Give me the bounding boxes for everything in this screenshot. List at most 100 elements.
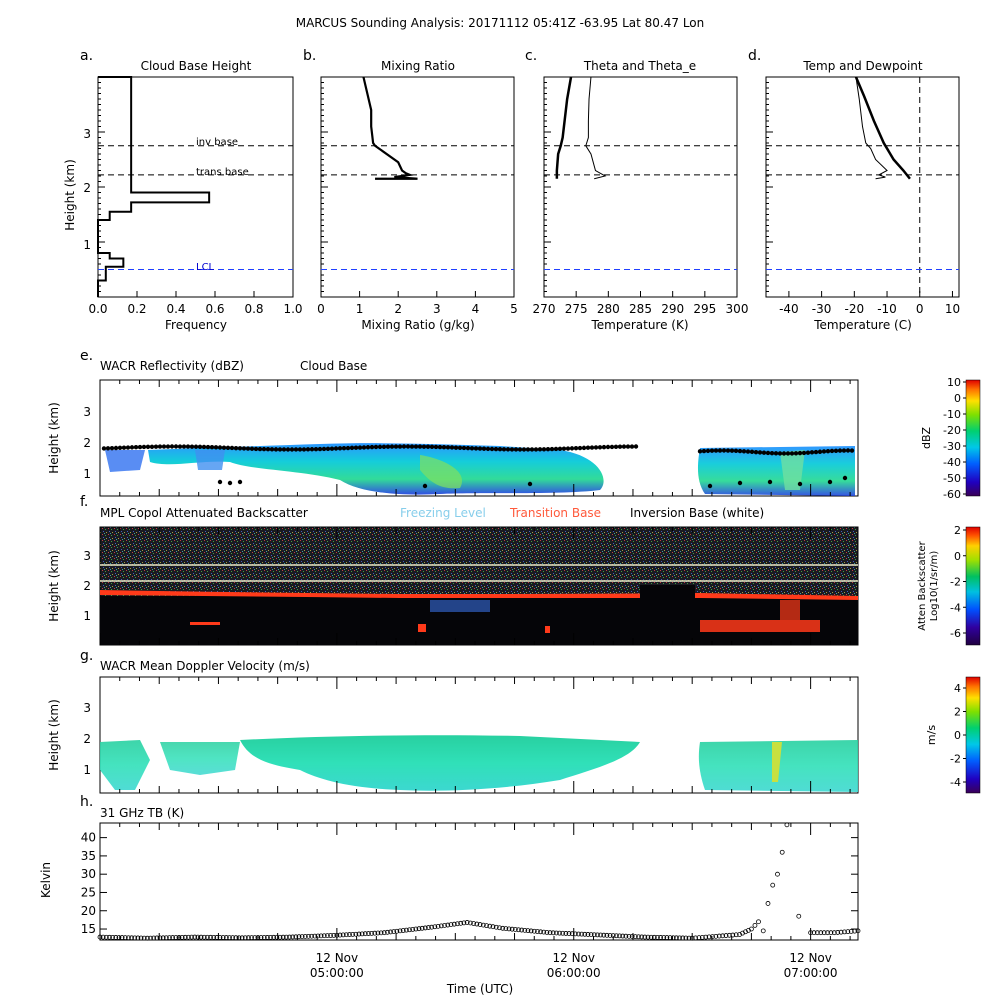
time-tick-date: 12 Nov [552,951,595,965]
panel-a-xticks: 0.0 0.2 0.4 0.6 0.8 1.0 [88,291,303,316]
panel-e-title: WACR Reflectivity (dBZ) [100,359,244,373]
cloud-base-dot [333,446,339,451]
cloud-base-dot [125,445,131,450]
cloud-base-dot [121,445,127,450]
colorbar-tick-label: 2 [954,524,961,537]
cloud-base-dot [729,448,735,453]
cloud-base-dot [517,447,523,452]
cloud-base-dot [389,444,395,449]
tb-point [208,934,213,940]
tb-point [699,934,705,940]
tb-point [796,913,802,919]
tb-point [442,923,447,928]
tb-point [560,930,566,936]
panel-c: c. Theta and Theta_e 270 275 280 285 290 295 3… [525,48,748,332]
tb-point [683,935,689,941]
x-tick-label: 5 [510,302,518,316]
tb-point [591,932,597,938]
tb-point [579,931,585,937]
cloud-base-dot [773,451,779,456]
cloud-base-dot [309,447,315,452]
theta-e-line [585,76,607,180]
cloud-base-dot [827,479,833,485]
tb-point [626,933,632,939]
cloud-base-dot [477,446,483,451]
tb-point [100,934,106,940]
x-tick-label: 3 [433,302,441,316]
cloud-base-dot [301,447,307,452]
tb-point [756,919,761,925]
tb-point [129,935,134,941]
tb-point [274,934,280,940]
cloud-base-dot [845,448,851,453]
cloud-base-dot [541,447,547,452]
cloud-base-dot [417,444,423,449]
tb-point [426,925,431,930]
tb-point [743,929,748,935]
tb-point [703,934,709,940]
top-ylabel: Height (km) [63,159,77,230]
panel-b-letter: b. [303,48,316,64]
cloud-base-dot [285,447,291,452]
tb-point [566,931,572,936]
tb-point [490,924,496,930]
panel-e-ytick-3: 3 [83,405,91,419]
tb-point [186,934,191,940]
cloud-base-dot [609,444,615,450]
panel-g-ylabel: Height (km) [47,699,61,770]
cloud-base-dot [145,444,151,450]
tb-point [838,929,844,935]
cloud-base-dot [297,447,303,452]
cloud-base-dot [581,445,587,451]
tb-point [706,934,712,940]
tb-point [157,935,163,941]
tb-point [855,928,861,934]
cloud-base-dot [465,445,471,451]
cloud-base-dot [289,447,295,452]
cloud-base-dot [797,481,803,487]
cloud-base-dot [149,444,155,449]
panel-g-ytick-3: 3 [83,701,91,715]
panel-d-series [854,76,911,180]
cloud-base-dot [393,444,399,449]
colorbar-tick-label: 4 [954,682,961,695]
cloud-base-dot [789,451,795,456]
tb-point [369,930,375,936]
panel-f-title: MPL Copol Attenuated Backscatter [100,506,308,520]
tb-point [192,934,198,940]
tb-point [132,935,138,941]
tb-point [306,933,311,939]
tb-point [283,934,289,940]
panel-f-ytick-2: 2 [83,579,91,593]
tb-point [170,935,176,940]
cloud-base-dot [545,446,551,452]
tb-point [544,929,550,935]
panel-f-letter: f. [80,494,88,510]
panel-d-title: Temp and Dewpoint [802,59,923,73]
tb-point [268,934,273,940]
colorbar-tick-label: 10 [947,376,961,389]
tb-point [422,925,428,931]
tb-point [290,934,296,940]
tb-point [604,932,610,938]
tb-point [811,930,817,936]
tb-point [271,934,277,940]
tb-point [696,935,702,941]
tb-point [582,931,588,937]
tb-point [318,933,324,939]
cloud-base-dot [161,444,167,449]
tb-point [252,935,258,941]
cloud-base-dot [189,444,195,449]
x-tick-label: 285 [629,302,652,316]
panel-e: e. WACR Reflectivity (dBZ) Cloud Base 1 … [47,348,981,501]
tb-point [607,933,613,938]
tb-point [680,935,686,941]
cloud-base-dot [757,450,763,455]
cloud-base-dot [173,444,179,449]
velocity-colorbar-label: m/s [925,725,938,745]
tb-point [519,927,525,933]
tb-point [553,930,559,936]
cloud-base-dot [577,445,583,451]
panel-d-xticks: -40 -30 -20 -10 0 10 [779,77,960,316]
panel-h: h. 31 GHz TB (K) 15 20 25 30 35 40 Kelvin 12 … [39,794,861,996]
